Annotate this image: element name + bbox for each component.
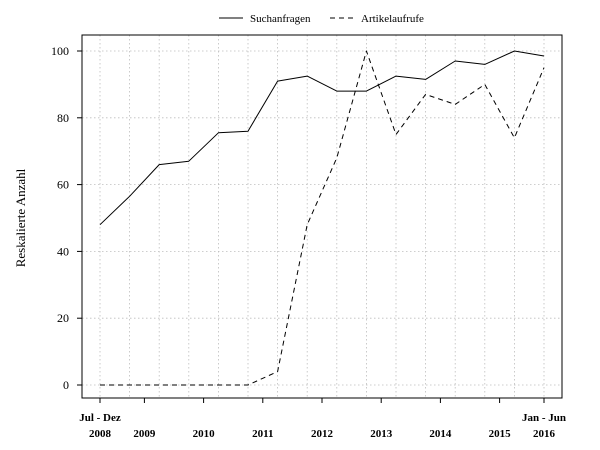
x-tick-label: 2014: [429, 428, 452, 440]
grid: [82, 35, 562, 398]
y-tick-label: 80: [57, 111, 69, 125]
y-axis: 0 20 40 60 80 100: [51, 44, 82, 392]
series-group: [99, 50, 545, 386]
legend-label-suchanfragen: Suchanfragen: [250, 13, 311, 25]
x-tick-label-top: Jan - Jun: [522, 412, 566, 424]
y-tick-label: 20: [57, 311, 69, 325]
y-tick-label: 100: [51, 44, 69, 58]
x-tick-label: 2010: [193, 428, 216, 440]
series-line-artikelaufrufe: [100, 50, 545, 386]
legend-label-artikelaufrufe: Artikelaufrufe: [361, 13, 424, 25]
x-tick-label: 2008: [89, 428, 112, 440]
x-tick-label: 2015: [489, 428, 512, 440]
series-line-suchanfragen: [99, 50, 545, 226]
x-tick-label: 2013: [370, 428, 393, 440]
plot-frame: [81, 34, 563, 399]
x-tick-label: 2009: [133, 428, 156, 440]
y-tick-label: 40: [57, 244, 69, 258]
y-tick-label: 60: [57, 178, 69, 192]
x-axis: Jul - Dez 2008 2009 2010 2011 2012 2013 2014 201…: [79, 398, 566, 440]
y-axis-label: Reskalierte Anzahl: [13, 168, 28, 267]
x-tick-label-top: Jul - Dez: [79, 412, 121, 424]
x-tick-label: 2016: [533, 428, 556, 440]
x-tick-label: 2012: [311, 428, 334, 440]
legend: Suchanfragen Artikelaufrufe: [219, 13, 424, 25]
x-tick-label: 2011: [252, 428, 273, 440]
y-tick-label: 0: [63, 378, 69, 392]
